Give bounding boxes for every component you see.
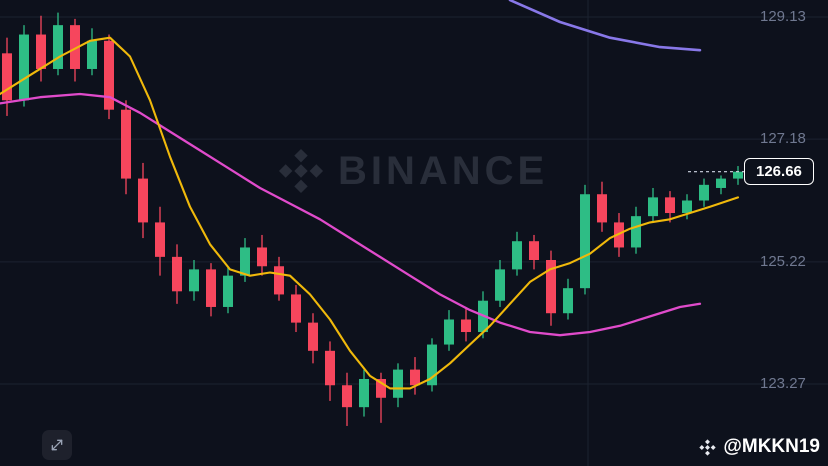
ma-fast-yellow <box>0 36 740 390</box>
candle-body <box>376 378 386 398</box>
ma-slow-purple <box>508 0 702 52</box>
candle-body <box>597 194 607 223</box>
candle-body <box>172 256 182 292</box>
candle-body <box>70 25 80 69</box>
candle-body <box>410 369 420 386</box>
last-price-value: 126.66 <box>756 163 802 181</box>
candle-body <box>104 40 114 110</box>
candle-body <box>189 269 199 292</box>
candle-body <box>138 178 148 223</box>
candle-body <box>240 247 250 276</box>
candle-body <box>699 184 709 201</box>
candle-body <box>716 178 726 188</box>
candle-body <box>87 40 97 69</box>
candle-body <box>546 259 556 314</box>
candle-body <box>733 171 743 179</box>
candle-body <box>274 266 284 295</box>
candle-body <box>2 53 12 101</box>
candle-body <box>36 34 46 69</box>
candle-body <box>665 197 675 214</box>
candle-body <box>444 319 454 345</box>
ma-mid-magenta <box>0 92 702 337</box>
candle-body <box>427 344 437 386</box>
candle-body <box>257 247 267 267</box>
credit-text: @MKKN19 <box>723 436 820 457</box>
candle-body <box>325 350 335 386</box>
candle-body <box>393 369 403 398</box>
candle-body <box>580 194 590 289</box>
candle-body <box>308 322 318 351</box>
expand-icon <box>51 439 63 451</box>
candle-body <box>495 269 505 301</box>
candle-body <box>291 294 301 323</box>
candle-body <box>563 288 573 314</box>
candle-body <box>19 34 29 101</box>
binance-watermark-text: BINANCE <box>338 148 549 193</box>
expand-chart-button[interactable] <box>42 430 72 460</box>
binance-logo-icon <box>278 148 324 194</box>
candle-body <box>53 25 63 69</box>
candle-body <box>529 241 539 260</box>
candle-body <box>648 197 658 217</box>
credit-watermark: @MKKN19 <box>699 436 820 458</box>
candle-body <box>223 275 233 307</box>
candle-body <box>512 241 522 270</box>
binance-watermark: BINANCE <box>278 148 548 194</box>
last-price-label: 126.66 <box>744 158 814 186</box>
candle-body <box>359 378 369 408</box>
candle-body <box>155 222 165 257</box>
candle-body <box>121 109 131 179</box>
candle-body <box>461 319 471 333</box>
binance-logo-icon-small <box>699 438 716 456</box>
candle-body <box>206 269 216 307</box>
candle-body <box>682 200 692 214</box>
candle-body <box>631 216 641 248</box>
candle-body <box>342 385 352 408</box>
